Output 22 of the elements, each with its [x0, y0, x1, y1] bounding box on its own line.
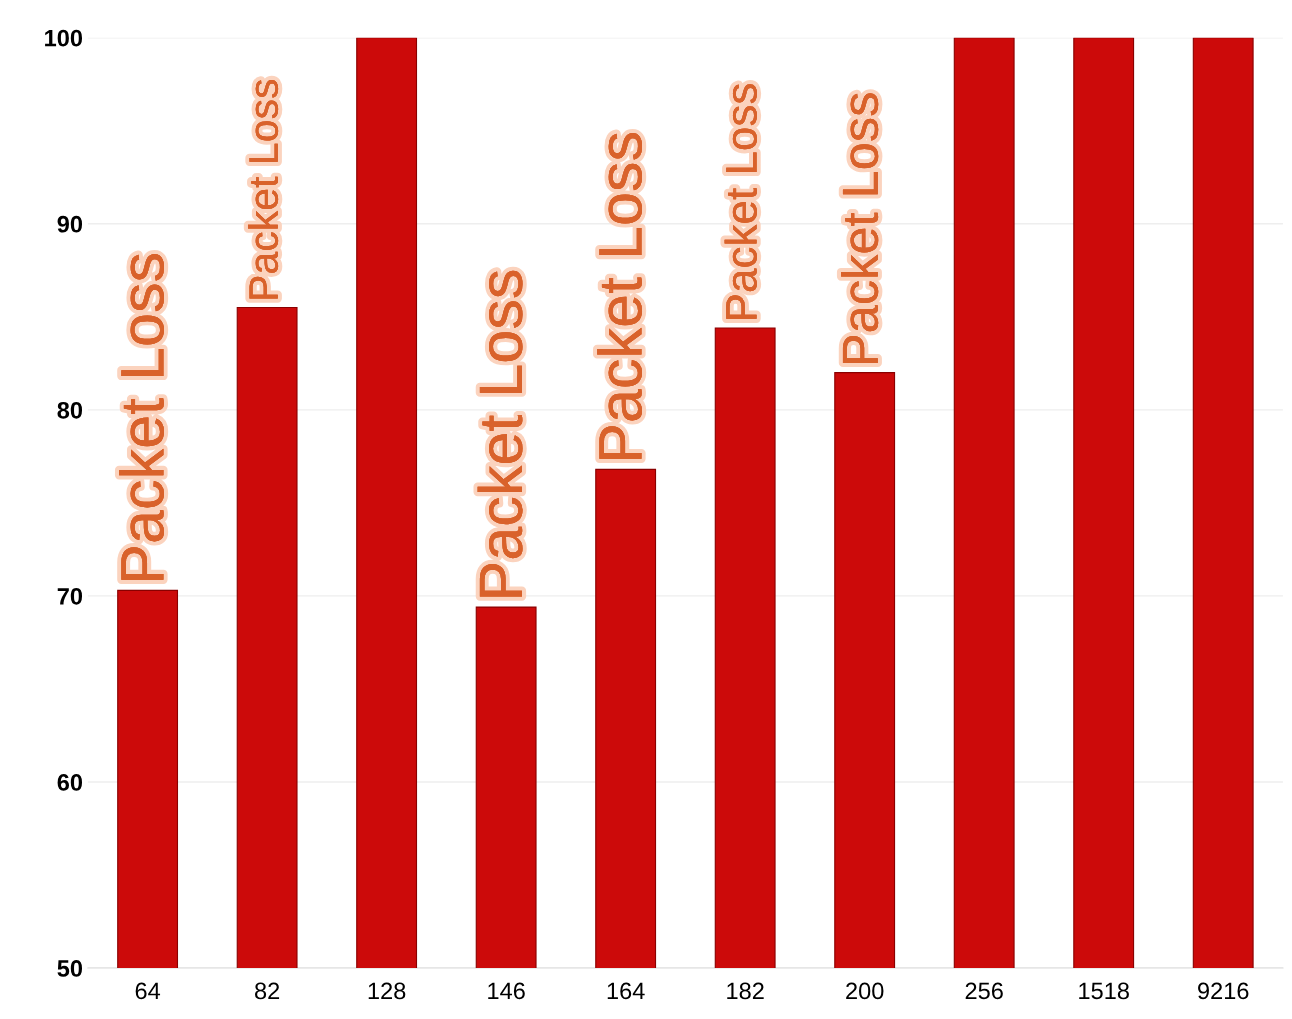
x-tick-label: 9216	[1198, 982, 1249, 1000]
y-tick-label: 60	[57, 774, 83, 791]
x-tick-label: 200	[846, 982, 884, 1000]
annotation: Packet Loss	[724, 84, 757, 319]
y-tick-label: 80	[57, 401, 83, 419]
x-tick-label: 1518	[1079, 982, 1129, 1000]
annotation: Packet Loss	[597, 133, 643, 459]
y-tick-label: 100	[45, 29, 83, 47]
x-tick-label: 164	[607, 982, 645, 1000]
x-tick-label: 64	[135, 982, 161, 1000]
x-tick-label: 128	[368, 982, 406, 1000]
x-tick-label: 146	[488, 982, 525, 1000]
annotation: Packet Loss	[477, 270, 523, 597]
x-tick-label: 182	[727, 982, 764, 1000]
y-tick-label: 70	[57, 587, 83, 605]
annotation: Packet Loss	[248, 79, 279, 299]
annotation: Packet Loss	[119, 254, 165, 580]
y-tick-label: 90	[57, 215, 83, 233]
x-tick-label: 82	[255, 982, 280, 1000]
y-tick-label: 50	[57, 960, 83, 977]
x-tick-label: 256	[965, 982, 1003, 1000]
annotation: Packet Loss	[841, 93, 879, 363]
